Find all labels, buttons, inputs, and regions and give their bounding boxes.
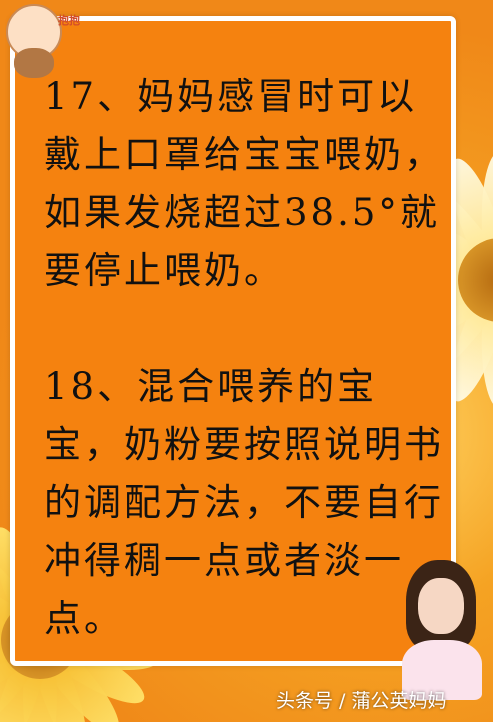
baby-sticker: 抱抱 — [0, 0, 80, 85]
portrait-dress — [402, 640, 482, 700]
paragraph-17: 17、妈妈感冒时可以戴上口罩给宝宝喂奶，如果发烧超过38.5°就要停止喂奶。 — [44, 75, 444, 292]
portrait-face — [418, 578, 464, 634]
author-portrait — [396, 560, 486, 700]
article-text: 17、妈妈感冒时可以戴上口罩给宝宝喂奶，如果发烧超过38.5°就要停止喂奶。 1… — [44, 68, 454, 706]
content-card — [10, 16, 456, 666]
sticker-label: 抱抱 — [58, 14, 80, 27]
watermark: 头条号 / 蒲公英妈妈 — [276, 690, 447, 712]
teddy-bear-icon — [14, 48, 54, 78]
paragraph-18: 18、混合喂养的宝宝，奶粉要按照说明书的调配方法，不要自行冲得稠一点或者淡一点。 — [44, 365, 444, 640]
